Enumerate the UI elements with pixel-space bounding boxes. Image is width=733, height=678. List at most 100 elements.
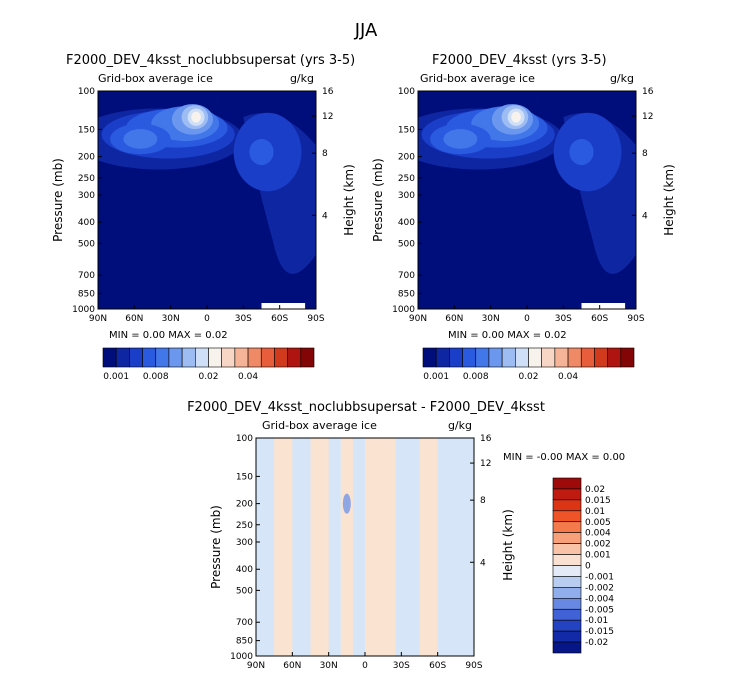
colorbars-layer: 0.001 0.008 0.02 0.04 0.001 0.008 0.02 0.04 0.02…	[102, 347, 635, 654]
height-tick-label: 8	[642, 149, 648, 159]
colorbar-cell	[552, 488, 582, 501]
colorbar-cell	[234, 347, 249, 368]
colorbar-cell	[552, 477, 582, 490]
ice-contour-south-core	[249, 138, 274, 166]
ice-contour-north	[511, 111, 521, 123]
colorbar-diff: 0.020.0150.010.0050.0040.0020.0010-0.001…	[552, 477, 614, 654]
x-tick-label: 30S	[555, 314, 572, 324]
x-tick-label: 90S	[465, 661, 482, 671]
panels-layer: 100150200250300400500700850100016128490N…	[51, 53, 676, 671]
y-tick-label: 300	[78, 191, 95, 201]
panel-title: F2000_DEV_4ksst_noclubbsupersat - F2000_…	[187, 400, 545, 415]
colorbar-cell	[501, 347, 516, 368]
colorbar-cell	[552, 630, 582, 643]
colorbar-cell	[168, 347, 183, 368]
x-tick-label: 60N	[445, 314, 463, 324]
colorbar-label: 0.02	[198, 372, 218, 382]
ice-contour-north	[191, 111, 201, 123]
x-tick-label: 90S	[627, 314, 644, 324]
colorbar-cell	[488, 347, 503, 368]
colorbar-label: -0.001	[585, 572, 614, 582]
panel-subtitle: Grid-box average ice	[262, 419, 377, 432]
y-tick-label: 850	[78, 290, 95, 300]
height-tick-label: 16	[322, 87, 334, 97]
colorbar-cell	[260, 347, 275, 368]
colorbar-cell	[102, 347, 117, 368]
x-tick-label: 30N	[320, 661, 338, 671]
colorbar-cell	[142, 347, 157, 368]
y-tick-label: 850	[398, 290, 415, 300]
y-tick-label: 100	[398, 87, 415, 97]
diff-negative-band	[352, 438, 365, 656]
colorbar-cell	[567, 347, 582, 368]
y-tick-label: 850	[236, 637, 253, 647]
colorbar-label: 0.001	[585, 551, 611, 561]
y-tick-label: 700	[236, 618, 253, 628]
diff-negative-band	[292, 438, 311, 656]
colorbar-cell	[528, 347, 542, 368]
colorbar-label: 0.001	[103, 372, 129, 382]
colorbar-cell	[552, 598, 582, 610]
y-tick-label: 300	[398, 191, 415, 201]
y-tick-label: 200	[236, 500, 253, 510]
colorbar-cell	[552, 532, 582, 544]
colorbar-cell	[435, 347, 450, 368]
colorbar-label: -0.01	[585, 616, 608, 626]
y-tick-label: 300	[236, 538, 253, 548]
x-tick-label: 0	[362, 661, 368, 671]
missing-data-mask	[581, 303, 626, 309]
colorbar-label: 0.01	[585, 507, 605, 517]
height-tick-label: 12	[480, 459, 491, 469]
ice-field	[98, 91, 316, 309]
y-tick-label: 100	[78, 87, 95, 97]
x-tick-label: 60N	[125, 314, 143, 324]
panel-subtitle: Grid-box average ice	[98, 72, 213, 85]
main-title: JJA	[354, 20, 378, 41]
x-tick-label: 30S	[393, 661, 410, 671]
colorbar-cell	[552, 587, 582, 599]
colorbar-cell	[552, 554, 582, 566]
y-tick-label: 250	[236, 521, 253, 531]
y-tick-label: 200	[398, 153, 415, 163]
height-axis-title: Height (km)	[342, 164, 356, 235]
colorbar-label: 0.02	[518, 372, 538, 382]
panel-units: g/kg	[290, 72, 314, 85]
colorbar-cell	[208, 347, 222, 368]
colorbar-cell	[552, 576, 582, 588]
colorbar-label: 0.04	[558, 372, 578, 382]
panel-units: g/kg	[448, 419, 472, 432]
ice-field	[418, 91, 636, 309]
colorbar-cell	[129, 347, 143, 368]
x-tick-label: 60N	[283, 661, 301, 671]
x-tick-label: 60S	[591, 314, 608, 324]
colorbar-label: 0.04	[238, 372, 258, 382]
colorbar-cell	[115, 347, 130, 368]
y-tick-label: 100	[236, 434, 253, 444]
missing-data-mask	[261, 303, 306, 309]
colorbar-cell	[287, 347, 302, 368]
colorbar-cell	[475, 347, 490, 368]
colorbar-cell	[541, 347, 556, 368]
y-tick-label: 700	[398, 271, 415, 281]
y-tick-label: 500	[236, 586, 253, 596]
height-tick-label: 12	[322, 112, 333, 122]
colorbar-label: 0	[585, 562, 591, 572]
panel-title: F2000_DEV_4ksst (yrs 3-5)	[432, 53, 607, 68]
colorbar-label: -0.005	[585, 605, 614, 615]
panel-stats: MIN = 0.00 MAX = 0.02	[448, 330, 567, 341]
x-tick-label: 30S	[235, 314, 252, 324]
colorbar-cell	[515, 347, 529, 368]
height-tick-label: 16	[642, 87, 654, 97]
y-tick-label: 400	[236, 565, 253, 575]
panel-stats: MIN = 0.00 MAX = 0.02	[109, 330, 228, 341]
x-tick-label: 30N	[162, 314, 180, 324]
colorbar-top-right: 0.001 0.008 0.02 0.04	[422, 347, 635, 382]
diff-negative-anomaly	[342, 493, 351, 514]
colorbar-label: 0.02	[585, 485, 605, 495]
x-tick-label: 60S	[271, 314, 288, 324]
colorbar-cell	[552, 510, 582, 523]
colorbar-label: -0.004	[585, 594, 614, 604]
y-tick-label: 150	[78, 125, 95, 135]
diff-negative-band	[256, 438, 275, 656]
height-tick-label: 4	[322, 211, 328, 221]
